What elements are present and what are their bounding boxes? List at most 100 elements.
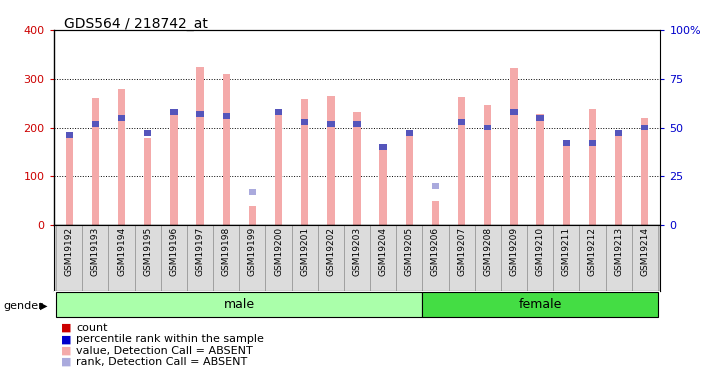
Text: gender: gender (4, 301, 44, 310)
Text: GSM19207: GSM19207 (457, 227, 466, 276)
Text: GSM19204: GSM19204 (378, 227, 388, 276)
Bar (380, 148, 387, 225)
Bar (423, 292, 658, 317)
Text: ▶: ▶ (40, 301, 48, 310)
Bar (458, 97, 466, 225)
Text: GSM19212: GSM19212 (588, 227, 597, 276)
Bar (82, 225, 109, 291)
Bar (353, 121, 361, 126)
Bar (475, 225, 501, 291)
Bar (327, 121, 334, 126)
Text: GSM19205: GSM19205 (405, 227, 414, 276)
Bar (275, 110, 282, 225)
Bar (187, 225, 213, 291)
Bar (291, 225, 318, 291)
Bar (56, 292, 423, 317)
Bar (223, 113, 230, 119)
Bar (144, 130, 151, 136)
Bar (423, 225, 448, 291)
Text: GSM19192: GSM19192 (65, 227, 74, 276)
Text: GSM19200: GSM19200 (274, 227, 283, 276)
Text: GSM19214: GSM19214 (640, 227, 649, 276)
Bar (196, 67, 203, 225)
Bar (458, 119, 466, 124)
Text: ■: ■ (61, 357, 71, 367)
Bar (135, 225, 161, 291)
Bar (589, 140, 596, 146)
Bar (170, 109, 178, 115)
Text: ■: ■ (61, 346, 71, 355)
Bar (406, 134, 413, 225)
Bar (511, 68, 518, 225)
Bar (66, 132, 73, 138)
Bar (615, 130, 623, 136)
Text: GSM19196: GSM19196 (169, 227, 178, 276)
Bar (318, 225, 344, 291)
Text: GSM19210: GSM19210 (536, 227, 545, 276)
Bar (380, 144, 387, 150)
Text: GSM19201: GSM19201 (300, 227, 309, 276)
Bar (91, 121, 99, 126)
Bar (632, 225, 658, 291)
Bar (484, 124, 491, 130)
Text: GSM19197: GSM19197 (196, 227, 204, 276)
Bar (196, 111, 203, 117)
Text: GDS564 / 218742_at: GDS564 / 218742_at (64, 17, 208, 31)
Bar (144, 138, 151, 225)
Bar (527, 225, 553, 291)
Bar (396, 225, 423, 291)
Text: female: female (518, 298, 562, 311)
Bar (484, 105, 491, 225)
Text: GSM19195: GSM19195 (144, 227, 152, 276)
Bar (213, 225, 239, 291)
Bar (501, 225, 527, 291)
Bar (641, 124, 648, 130)
Bar (161, 225, 187, 291)
Text: GSM19193: GSM19193 (91, 227, 100, 276)
Bar (301, 119, 308, 124)
Bar (327, 96, 334, 225)
Bar (579, 225, 605, 291)
Bar (406, 130, 413, 136)
Bar (266, 225, 291, 291)
Bar (536, 115, 544, 121)
Bar (563, 142, 570, 225)
Text: GSM19208: GSM19208 (483, 227, 492, 276)
Bar (170, 109, 178, 225)
Bar (223, 74, 230, 225)
Bar (511, 109, 518, 115)
Text: GSM19206: GSM19206 (431, 227, 440, 276)
Bar (605, 225, 632, 291)
Bar (448, 225, 475, 291)
Text: GSM19198: GSM19198 (222, 227, 231, 276)
Bar (563, 140, 570, 146)
Bar (56, 225, 82, 291)
Bar (589, 109, 596, 225)
Bar (248, 207, 256, 225)
Bar (432, 183, 439, 189)
Bar (641, 118, 648, 225)
Bar (248, 189, 256, 195)
Bar (536, 114, 544, 225)
Bar (275, 109, 282, 115)
Bar (109, 225, 135, 291)
Bar (344, 225, 370, 291)
Bar (239, 225, 266, 291)
Text: value, Detection Call = ABSENT: value, Detection Call = ABSENT (76, 346, 253, 355)
Text: GSM19203: GSM19203 (353, 227, 361, 276)
Text: GSM19199: GSM19199 (248, 227, 257, 276)
Text: percentile rank within the sample: percentile rank within the sample (76, 334, 264, 344)
Bar (615, 136, 623, 225)
Text: ■: ■ (61, 334, 71, 344)
Text: GSM19209: GSM19209 (510, 227, 518, 276)
Bar (370, 225, 396, 291)
Bar (118, 90, 125, 225)
Bar (118, 115, 125, 121)
Text: GSM19211: GSM19211 (562, 227, 570, 276)
Bar (353, 112, 361, 225)
Text: male: male (223, 298, 255, 311)
Text: GSM19194: GSM19194 (117, 227, 126, 276)
Text: count: count (76, 323, 108, 333)
Bar (553, 225, 579, 291)
Bar (301, 99, 308, 225)
